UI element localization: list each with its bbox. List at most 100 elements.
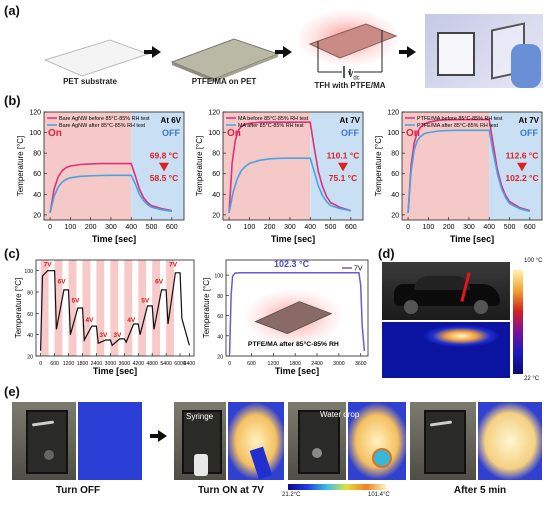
down-arrow-icon: [159, 162, 169, 172]
x-tick-label: 200: [443, 224, 455, 231]
photo-off-real: [12, 402, 76, 480]
off-zone: [131, 112, 184, 220]
y-axis-label: Temperature [°C]: [16, 136, 25, 197]
plot-frame: [222, 111, 364, 221]
peak-label: 102.3 °C: [274, 259, 310, 269]
x-tick-label: 200: [85, 224, 97, 231]
y-tick-label: 40: [217, 334, 223, 340]
voltage-step-label: 6V: [155, 278, 164, 285]
y-tick-label: 80: [27, 291, 33, 297]
voltage-step-label: 7V: [44, 261, 53, 268]
legend-entry: Bare AgNW before 85°C-85% RH test: [59, 116, 150, 122]
x-tick-label: 4800: [146, 361, 158, 367]
tfh-heater-illustration: [298, 10, 398, 78]
arrow-icon: [144, 46, 161, 58]
plot-frame: [43, 111, 185, 221]
x-tick-label: 300: [463, 224, 475, 231]
step-caption-ptfe: PTFE/MA on PET: [191, 77, 257, 86]
down-arrow-icon: [517, 162, 527, 172]
y-tick-label: 40: [212, 192, 220, 199]
series-line: [228, 272, 366, 355]
off-zone: [310, 112, 363, 220]
x-tick-label: 2400: [311, 361, 323, 367]
x-tick-label: 4200: [132, 361, 144, 367]
y-tick-label: 120: [208, 110, 220, 117]
x-tick-label: 500: [504, 224, 516, 231]
heating-band: [96, 260, 105, 356]
series-line: [49, 174, 172, 213]
thermal-off: [78, 402, 142, 480]
x-tick-label: 1200: [63, 361, 75, 367]
y-tick-label: 40: [33, 192, 41, 199]
voltage-label: At 7V: [340, 116, 361, 125]
series-line: [407, 129, 530, 213]
x-tick-label: 1200: [268, 361, 280, 367]
syringe-label: Syringe: [186, 412, 214, 421]
x-tick-label: 100: [244, 224, 256, 231]
arrow-icon: [150, 430, 167, 442]
peak-before-label: 110.1 °C: [327, 150, 360, 160]
series-line: [49, 162, 172, 213]
plot-frame: [225, 259, 369, 357]
on-zone-label: On: [48, 128, 62, 139]
voltage-step-label: 5V: [141, 298, 150, 305]
caption-turn-on: Turn ON at 7V: [198, 485, 264, 496]
peak-after-label: 58.5 °C: [150, 173, 178, 183]
x-tick-label: 600: [247, 361, 256, 367]
y-tick-label: 20: [391, 212, 399, 219]
x-tick-label: 0: [39, 361, 42, 367]
y-tick-label: 20: [33, 212, 41, 219]
y-tick-label: 80: [212, 151, 220, 158]
off-zone-label: OFF: [162, 128, 180, 138]
voltage-step-label: 7V: [169, 261, 178, 268]
y-tick-label: 100: [24, 269, 33, 275]
y-tick-label: 120: [387, 110, 399, 117]
arrow-icon: [399, 46, 416, 58]
legend-entry: MA after 85°C-85% RH test: [238, 123, 304, 129]
y-tick-label: 20: [212, 212, 220, 219]
scale-max-label: 100 °C: [524, 258, 543, 264]
chart-long-term-7v: 0 600 1200 1800 2400 3000 3600 20 40 60 80 100 Time …: [202, 259, 369, 376]
legend-entry: PTFE/MA before 85°C-85% RH test: [417, 116, 503, 122]
voltage-label: At 7V: [519, 116, 540, 125]
x-tick-label: 400: [125, 224, 137, 231]
off-zone: [489, 112, 542, 220]
series-line: [40, 270, 190, 351]
pet-substrate-illustration: [43, 39, 150, 77]
x-tick-label: 600: [345, 224, 357, 231]
x-tick-label: 0: [227, 224, 231, 231]
y-axis-label: Temperature [°C]: [374, 136, 383, 197]
arrow-icon: [275, 46, 292, 58]
thermal-scale-bar: [288, 484, 386, 490]
peak-before-label: 112.6 °C: [506, 150, 539, 160]
off-zone-label: OFF: [341, 128, 359, 138]
x-tick-label: 100: [423, 224, 435, 231]
y-axis-label: Temperature [°C]: [14, 278, 23, 339]
x-tick-label: 300: [284, 224, 296, 231]
x-tick-label: 100: [65, 224, 77, 231]
x-tick-label: 500: [325, 224, 337, 231]
chart-bare-agnw: On OFF 0 100 200 300 400 500 600 20 40 60 80 100 120 Ti…: [16, 110, 185, 244]
y-tick-label: 60: [212, 171, 220, 178]
series-line: [228, 157, 351, 213]
y-tick-label: 40: [27, 333, 33, 339]
on-zone: [223, 112, 311, 220]
plot-frame: [35, 259, 195, 357]
on-zone-label: On: [406, 128, 420, 139]
y-tick-label: 20: [27, 355, 33, 361]
x-tick-label: 400: [304, 224, 316, 231]
chart-voltage-steps: 0 600 1200 1800 2400 3000 3600 4200 4800 5400 6000…: [14, 259, 195, 376]
x-tick-label: 1800: [77, 361, 89, 367]
heating-band: [82, 260, 91, 356]
thermal-scale-max: 101.4°C: [368, 492, 390, 498]
y-tick-label: 20: [217, 355, 223, 361]
off-zone-label: OFF: [520, 128, 538, 138]
heating-band: [68, 260, 77, 356]
heating-band: [124, 260, 133, 356]
y-tick-label: 120: [29, 110, 41, 117]
panel-label-e: (e): [4, 384, 20, 399]
y-tick-label: 100: [214, 274, 223, 280]
legend-entry: MA before 85°C-85% RH test: [238, 116, 309, 122]
heater-film: [254, 301, 333, 334]
thermal-scale-min: 21.2°C: [282, 492, 301, 498]
